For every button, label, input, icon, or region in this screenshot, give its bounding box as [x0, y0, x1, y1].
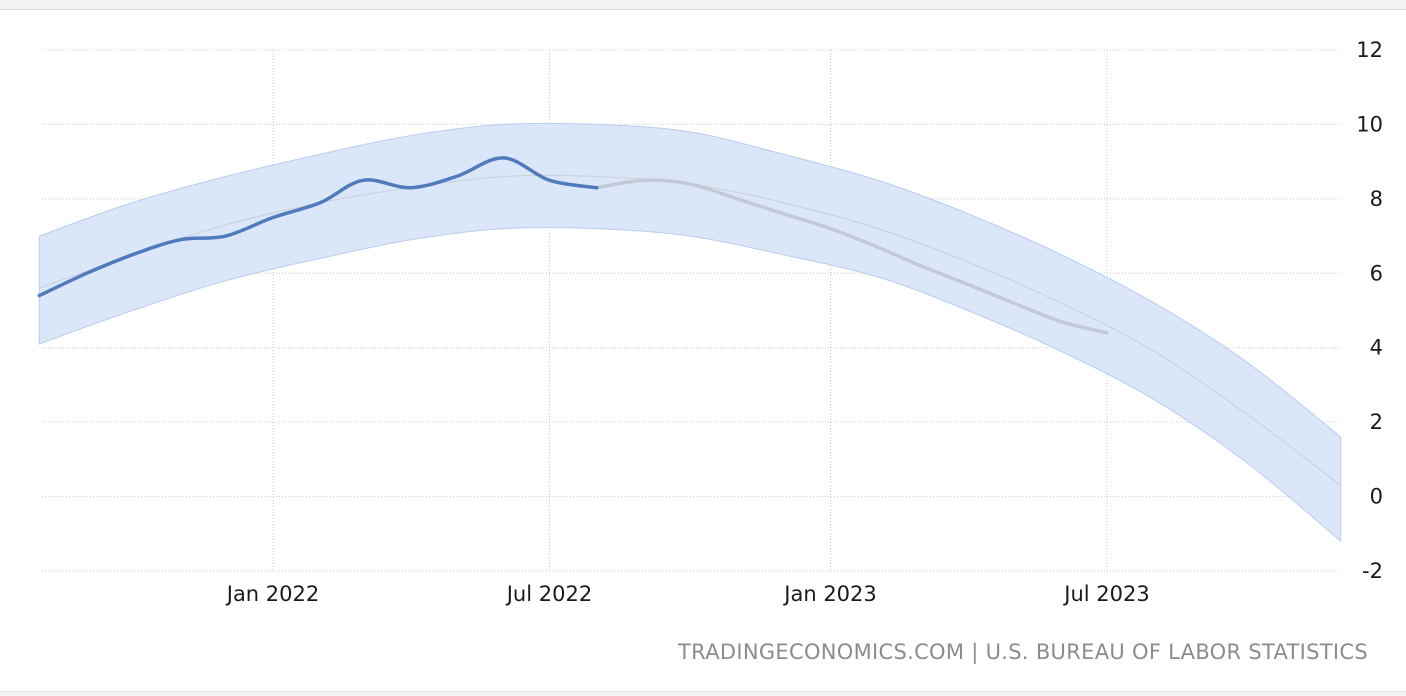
x-tick-label: Jul 2023 — [1062, 582, 1149, 606]
y-tick-label: -2 — [1362, 559, 1383, 583]
actual-series-line — [37, 156, 599, 298]
confidence-band — [38, 122, 1342, 543]
y-tick-label: 6 — [1370, 261, 1383, 285]
x-axis-ticks: Jan 2022 Jul 2022 Jan 2023 Jul 2023 — [225, 582, 1150, 606]
line-chart: 12 10 8 6 4 2 0 -2 Jan 2022 Jul 2022 Jan 2023 Jul … — [37, 38, 1383, 606]
y-tick-label: 10 — [1356, 112, 1383, 136]
y-tick-label: 8 — [1370, 187, 1383, 211]
x-tick-label: Jul 2022 — [505, 582, 592, 606]
forecast-series-line — [595, 178, 1109, 335]
source-attribution: TRADINGECONOMICS.COM | U.S. BUREAU OF LA… — [678, 640, 1368, 664]
y-axis-ticks: 12 10 8 6 4 2 0 -2 — [1356, 38, 1383, 583]
confidence-band-layer — [38, 122, 1342, 543]
x-tick-label: Jan 2022 — [225, 582, 320, 606]
series-layer — [37, 156, 1342, 486]
bottom-strip — [0, 691, 1406, 696]
y-tick-label: 0 — [1370, 485, 1383, 509]
x-tick-label: Jan 2023 — [782, 582, 877, 606]
top-toolbar-strip — [0, 0, 1406, 10]
y-tick-label: 2 — [1370, 410, 1383, 434]
y-tick-label: 12 — [1356, 38, 1383, 62]
y-tick-label: 4 — [1370, 336, 1383, 360]
